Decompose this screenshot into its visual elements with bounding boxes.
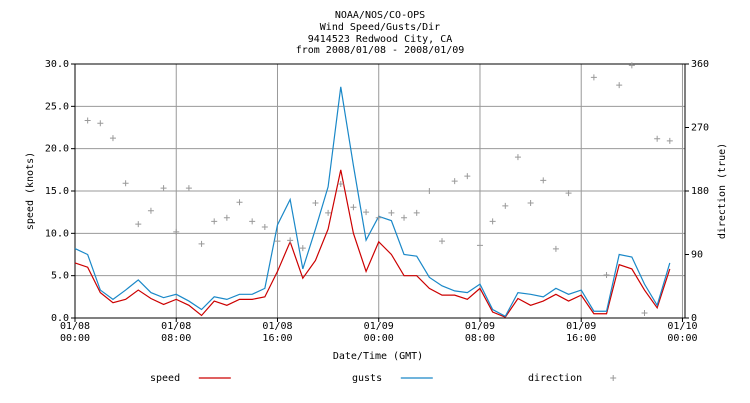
x-tick-label: 01/08 00:00 (59, 321, 91, 344)
direction-marker (173, 228, 180, 235)
direction-marker (413, 209, 420, 216)
direction-marker (603, 271, 610, 278)
chart-title: from 2008/01/08 - 2008/01/09 (296, 45, 465, 56)
direction-marker (109, 135, 116, 142)
direction-marker (401, 214, 408, 221)
legend-label: direction (528, 373, 582, 384)
y-tick-label: 5.0 (51, 271, 69, 282)
chart-title: NOAA/NOS/CO-OPS (335, 10, 425, 21)
direction-marker (325, 209, 332, 216)
direction-marker (489, 218, 496, 225)
direction-marker (337, 180, 344, 187)
y2-axis-label: direction (true) (717, 143, 728, 239)
y-tick-label: 25.0 (45, 101, 69, 112)
direction-marker (160, 185, 167, 192)
direction-marker (312, 199, 319, 206)
direction-marker (540, 177, 547, 184)
y-tick-label: 15.0 (45, 186, 69, 197)
direction-marker (616, 82, 623, 89)
direction-marker (628, 62, 635, 69)
direction-marker (590, 74, 597, 81)
x-tick-label: 01/09 08:00 (464, 321, 496, 344)
series-line (74, 86, 671, 318)
x-axis-label: Date/Time (GMT) (333, 351, 423, 362)
x-tick-label: 01/08 16:00 (262, 321, 293, 344)
x-tick-label: 01/08 08:00 (161, 321, 192, 344)
y2-tick-label: 270 (691, 123, 709, 134)
direction-marker (451, 178, 458, 185)
direction-marker (654, 135, 661, 142)
chart-title: 9414523 Redwood City, CA (308, 34, 453, 45)
direction-marker (375, 214, 382, 221)
y-tick-label: 30.0 (45, 59, 69, 70)
y2-tick-label: 360 (691, 59, 709, 70)
direction-marker (666, 137, 673, 144)
direction-marker (476, 242, 483, 249)
direction-marker (350, 204, 357, 211)
direction-marker (135, 221, 142, 228)
direction-marker (84, 117, 91, 124)
y2-tick-label: 180 (691, 186, 709, 197)
direction-marker (565, 190, 572, 197)
direction-marker (552, 245, 559, 252)
y-tick-label: 20.0 (45, 144, 69, 155)
y-tick-label: 0.0 (51, 313, 69, 324)
direction-marker (122, 180, 129, 187)
direction-marker (514, 154, 521, 161)
direction-marker (198, 240, 205, 247)
direction-marker (211, 218, 218, 225)
direction-marker (185, 185, 192, 192)
direction-marker (287, 237, 294, 244)
series-line (74, 169, 671, 318)
direction-marker (299, 245, 306, 252)
direction-marker (502, 202, 509, 209)
direction-marker (363, 209, 370, 216)
plot-border (74, 63, 686, 319)
direction-marker (223, 214, 230, 221)
direction-marker (439, 238, 446, 245)
direction-marker (641, 310, 648, 317)
direction-marker (261, 223, 268, 230)
direction-marker (388, 209, 395, 216)
legend-swatch (610, 375, 617, 381)
y2-tick-label: 90 (691, 250, 703, 261)
direction-marker (464, 173, 471, 180)
y2-tick-label: 0 (691, 313, 697, 324)
y-axis-label: speed (knots) (25, 152, 36, 230)
x-tick-label: 01/09 16:00 (566, 321, 597, 344)
direction-marker (249, 218, 256, 225)
direction-marker (527, 199, 534, 206)
direction-marker (97, 120, 104, 127)
direction-marker (274, 238, 281, 245)
x-tick-label: 01/10 00:00 (667, 321, 698, 344)
direction-marker (147, 207, 154, 214)
direction-marker (426, 188, 433, 194)
y-tick-label: 10.0 (45, 228, 69, 239)
direction-marker (236, 199, 243, 206)
x-tick-label: 01/09 00:00 (363, 321, 394, 344)
chart-title: Wind Speed/Gusts/Dir (320, 22, 440, 33)
legend-label: gusts (352, 373, 382, 384)
legend-label: speed (150, 373, 180, 384)
